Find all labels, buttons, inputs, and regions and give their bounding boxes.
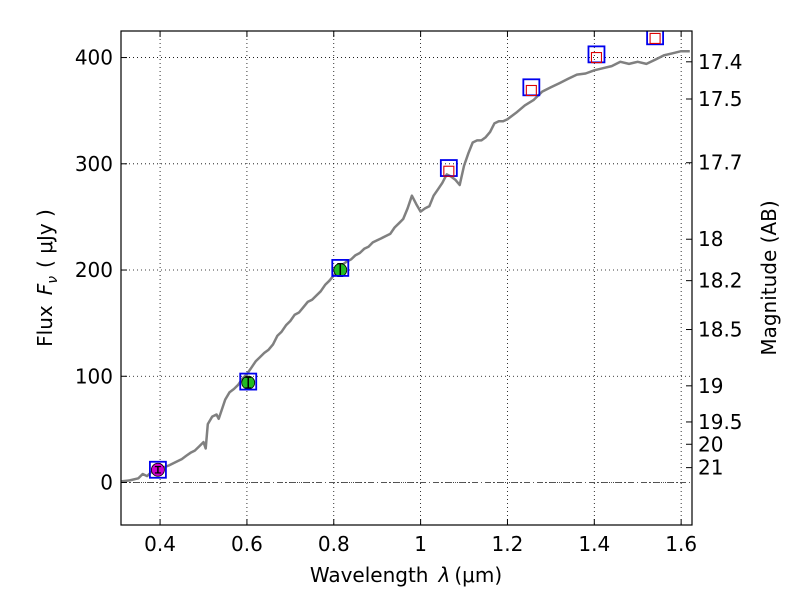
model-band-square <box>646 31 664 46</box>
x-tick-label: 1.6 <box>665 532 697 556</box>
y-tick-label: 300 <box>75 152 113 176</box>
mag-tick-label: 18 <box>698 227 723 251</box>
y2-axis-label: Magnitude (AB) <box>757 200 781 355</box>
mag-tick-label: 21 <box>698 456 723 480</box>
axis-ticks: 0.4 0.6 0.8 1 1.2 1.4 1.6 0 100 200 300 400 17.4 17.5… <box>75 31 743 556</box>
mag-tick-label: 17.4 <box>698 50 743 74</box>
y-tick-label: 0 <box>100 471 113 495</box>
model-band-square <box>149 460 167 479</box>
x-tick-label: 0.6 <box>231 532 263 556</box>
y-tick-label: 100 <box>75 364 113 388</box>
model-band-square <box>331 259 350 277</box>
mag-tick-label: 20 <box>698 432 723 456</box>
upper-limit-square <box>443 165 455 177</box>
model-spectrum-line <box>121 49 690 483</box>
x-tick-label: 1.2 <box>492 532 524 556</box>
upper-limit-square <box>590 52 603 64</box>
y-axis-label: FluxFν( μJy ) <box>33 209 61 347</box>
upper-limit-square <box>649 32 661 44</box>
x-tick-label: 1.4 <box>578 532 610 556</box>
y-tick-label: 200 <box>75 258 113 282</box>
plot-frame <box>120 30 693 526</box>
mag-tick-label: 18.2 <box>698 269 743 293</box>
x-tick-label: 0.4 <box>144 532 176 556</box>
mag-tick-label: 19 <box>698 374 723 398</box>
x-tick-label: 0.8 <box>318 532 350 556</box>
mag-tick-label: 17.5 <box>698 87 743 111</box>
x-axis-label: Wavelength λ (μm) <box>310 563 502 587</box>
y-tick-label: 400 <box>75 46 113 70</box>
data-marks <box>121 31 690 483</box>
model-band-square <box>239 372 258 391</box>
upper-limit-square <box>525 84 537 97</box>
plot-area <box>121 31 692 525</box>
mag-tick-label: 19.5 <box>698 410 743 434</box>
mag-tick-label: 17.7 <box>698 151 743 175</box>
x-tick-label: 1 <box>414 532 427 556</box>
mag-tick-label: 18.5 <box>698 318 743 342</box>
